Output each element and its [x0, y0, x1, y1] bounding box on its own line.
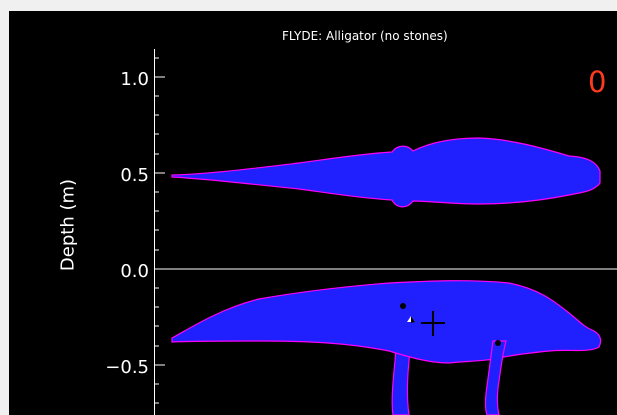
y-tick-label-0-5: 0.5	[120, 165, 149, 186]
y-tick-label-minus-0-5: −0.5	[105, 357, 149, 378]
simulation-title: FLYDE: Alligator (no stones)	[282, 29, 448, 43]
alligator-side-view	[171, 280, 602, 415]
y-tick-label-1-0: 1.0	[120, 69, 149, 90]
hip-joint-marker	[400, 303, 406, 309]
y-axis	[154, 49, 165, 415]
y-tick-label-0-0: 0.0	[120, 261, 149, 282]
fore-leg	[484, 340, 507, 415]
simulation-viewport[interactable]: FLYDE: Alligator (no stones) 0 Depth (m)…	[9, 11, 617, 415]
alligator-body	[171, 280, 602, 364]
stone-counter: 0	[588, 65, 607, 99]
center-of-mass-marker-icon	[407, 316, 415, 323]
alligator-top-view	[171, 137, 601, 208]
scene-canvas	[154, 49, 617, 415]
crosshair-icon[interactable]	[421, 311, 445, 336]
shoulder-joint-marker	[495, 340, 501, 346]
